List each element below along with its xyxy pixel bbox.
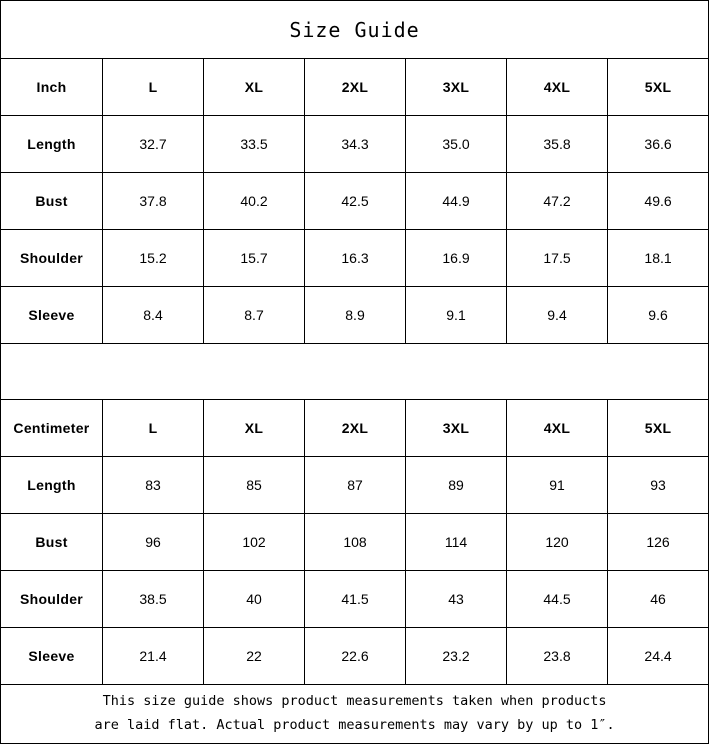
measurement-cell: 89	[405, 456, 507, 514]
size-header-3xl: 3XL	[405, 58, 507, 116]
table-row: Sleeve 8.4 8.7 8.9 9.1 9.4 9.6	[0, 286, 709, 344]
measurement-cell: 87	[304, 456, 406, 514]
row-label-bust: Bust	[0, 172, 103, 230]
measurement-cell: 16.3	[304, 229, 406, 287]
measurement-cell: 33.5	[203, 115, 305, 173]
measurement-cell: 46	[606, 570, 709, 628]
row-label-sleeve: Sleeve	[0, 627, 103, 685]
table-spacer-cell	[0, 343, 709, 400]
row-label-bust: Bust	[0, 513, 103, 571]
table-row: Sleeve 21.4 22 22.6 23.2 23.8 24.4	[0, 627, 709, 685]
measurement-cell: 44.5	[506, 570, 608, 628]
unit-label-centimeter: Centimeter	[0, 399, 103, 457]
size-header-3xl: 3XL	[405, 399, 507, 457]
measurement-cell: 49.6	[606, 172, 709, 230]
measurement-cell: 108	[304, 513, 406, 571]
table-row: Bust 37.8 40.2 42.5 44.9 47.2 49.6	[0, 172, 709, 230]
measurement-cell: 8.9	[304, 286, 406, 344]
measurement-cell: 17.5	[506, 229, 608, 287]
row-label-length: Length	[0, 456, 103, 514]
measurement-cell: 91	[506, 456, 608, 514]
footer-row: This size guide shows product measuremen…	[0, 684, 709, 744]
size-header-2xl: 2XL	[304, 399, 406, 457]
measurement-cell: 83	[102, 456, 204, 514]
measurement-cell: 44.9	[405, 172, 507, 230]
note-line-2: are laid flat. Actual product measuremen…	[94, 717, 615, 733]
measurement-cell: 35.8	[506, 115, 608, 173]
measurement-cell: 9.4	[506, 286, 608, 344]
size-header-4xl: 4XL	[506, 58, 608, 116]
measurement-cell: 9.1	[405, 286, 507, 344]
measurement-cell: 23.2	[405, 627, 507, 685]
measurement-cell: 102	[203, 513, 305, 571]
header-row-centimeter: Centimeter L XL 2XL 3XL 4XL 5XL	[0, 399, 709, 457]
size-header-5xl: 5XL	[606, 58, 709, 116]
size-header-l: L	[102, 399, 204, 457]
measurement-cell: 38.5	[102, 570, 204, 628]
measurement-cell: 8.7	[203, 286, 305, 344]
measurement-cell: 32.7	[102, 115, 204, 173]
measurement-cell: 85	[203, 456, 305, 514]
measurement-cell: 114	[405, 513, 507, 571]
measurement-cell: 96	[102, 513, 204, 571]
note-line-1: This size guide shows product measuremen…	[102, 693, 607, 710]
measurement-cell: 43	[405, 570, 507, 628]
measurement-cell: 21.4	[102, 627, 204, 685]
table-row: Shoulder 15.2 15.7 16.3 16.9 17.5 18.1	[0, 229, 709, 287]
measurement-cell: 120	[506, 513, 608, 571]
size-header-l: L	[102, 58, 204, 116]
measurement-cell: 93	[606, 456, 709, 514]
measurement-cell: 40	[203, 570, 305, 628]
table-row: Shoulder 38.5 40 41.5 43 44.5 46	[0, 570, 709, 628]
measurement-cell: 16.9	[405, 229, 507, 287]
measurement-cell: 8.4	[102, 286, 204, 344]
table-row: Length 83 85 87 89 91 93	[0, 456, 709, 514]
measurement-cell: 40.2	[203, 172, 305, 230]
measurement-cell: 36.6	[606, 115, 709, 173]
measurement-cell: 37.8	[102, 172, 204, 230]
measurement-cell: 47.2	[506, 172, 608, 230]
measurement-cell: 41.5	[304, 570, 406, 628]
measurement-cell: 24.4	[606, 627, 709, 685]
measurement-cell: 15.2	[102, 229, 204, 287]
table-spacer-row	[0, 343, 709, 400]
row-label-sleeve: Sleeve	[0, 286, 103, 344]
measurement-cell: 18.1	[606, 229, 709, 287]
size-header-4xl: 4XL	[506, 399, 608, 457]
measurement-cell: 22.6	[304, 627, 406, 685]
unit-label-inch: Inch	[0, 58, 103, 116]
row-label-shoulder: Shoulder	[0, 570, 103, 628]
measurement-cell: 42.5	[304, 172, 406, 230]
size-guide-note: This size guide shows product measuremen…	[0, 684, 709, 744]
table-row: Bust 96 102 108 114 120 126	[0, 513, 709, 571]
measurement-cell: 35.0	[405, 115, 507, 173]
measurement-cell: 15.7	[203, 229, 305, 287]
size-header-2xl: 2XL	[304, 58, 406, 116]
table-row: Length 32.7 33.5 34.3 35.0 35.8 36.6	[0, 115, 709, 173]
measurement-cell: 22	[203, 627, 305, 685]
header-row-inch: Inch L XL 2XL 3XL 4XL 5XL	[0, 58, 709, 116]
measurement-cell: 9.6	[606, 286, 709, 344]
measurement-cell: 34.3	[304, 115, 406, 173]
page-title: Size Guide	[0, 0, 709, 59]
size-header-xl: XL	[203, 399, 305, 457]
title-row: Size Guide	[0, 0, 709, 59]
measurement-cell: 23.8	[506, 627, 608, 685]
row-label-shoulder: Shoulder	[0, 229, 103, 287]
row-label-length: Length	[0, 115, 103, 173]
size-header-xl: XL	[203, 58, 305, 116]
size-header-5xl: 5XL	[606, 399, 709, 457]
measurement-cell: 126	[606, 513, 709, 571]
